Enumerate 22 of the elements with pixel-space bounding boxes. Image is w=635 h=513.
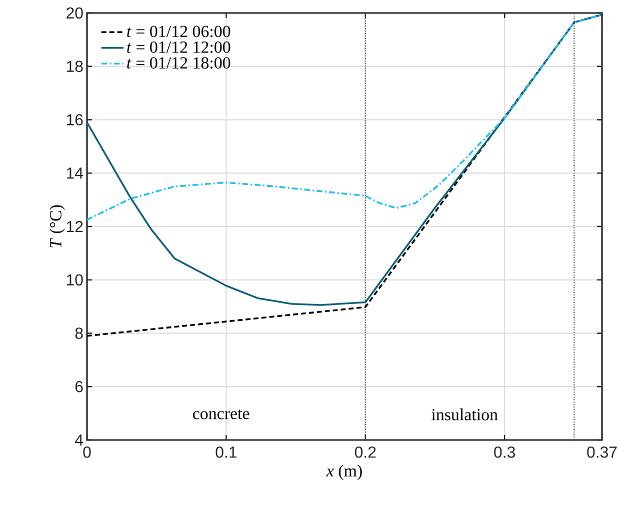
x-tick-label: 0.3 bbox=[494, 446, 515, 458]
y-tick-label: 14 bbox=[66, 168, 84, 179]
y-tick-label: 4 bbox=[74, 434, 84, 446]
legend-label: t = 01/12 12:00 bbox=[127, 41, 230, 53]
y-axis-title: T (°C) bbox=[50, 205, 65, 248]
x-tick-label: 0.37 bbox=[587, 446, 617, 458]
y-tick-label: 18 bbox=[66, 60, 83, 72]
y-tick-label: 10 bbox=[66, 274, 83, 286]
x-tick-label: 0.2 bbox=[354, 446, 376, 458]
legend-label: t = 01/12 06:00 bbox=[127, 26, 230, 38]
legend-label: t = 01/12 18:00 bbox=[127, 57, 230, 69]
y-tick-label: 16 bbox=[66, 114, 83, 126]
x-axis-title: x (m) bbox=[326, 464, 362, 480]
y-tick-label: 8 bbox=[75, 328, 83, 339]
annotation: concrete bbox=[193, 410, 250, 420]
x-tick-label: 0 bbox=[83, 446, 91, 458]
y-tick-label: 12 bbox=[66, 220, 83, 232]
x-tick-label: 0.1 bbox=[216, 446, 236, 458]
annotation: insulation bbox=[432, 408, 498, 420]
y-tick-label: 6 bbox=[75, 380, 83, 392]
y-tick-label: 20 bbox=[66, 7, 83, 19]
line-series bbox=[86, 14, 603, 221]
